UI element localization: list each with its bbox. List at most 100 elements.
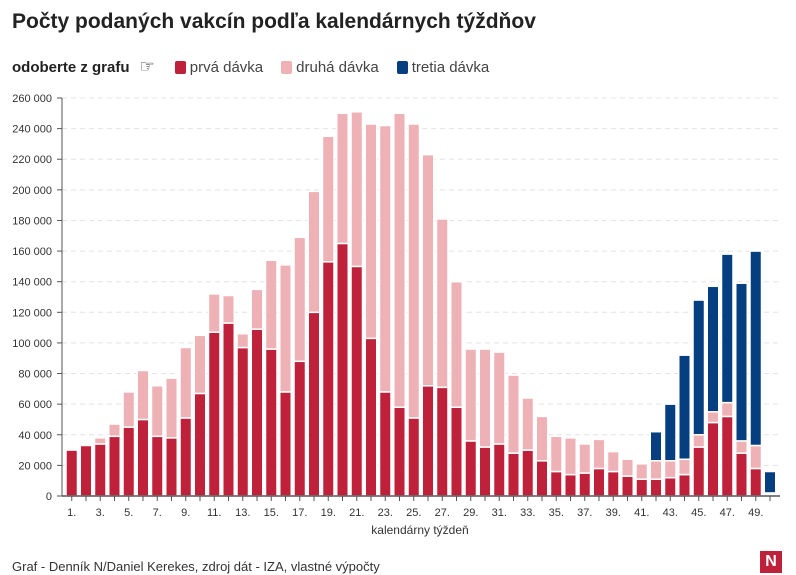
bar-prvá-dávka xyxy=(735,452,748,497)
bar-prvá-dávka xyxy=(122,426,136,497)
x-tick-label: 25. xyxy=(406,507,421,519)
x-tick-label: 21. xyxy=(349,507,364,519)
bar-druhá-dávka xyxy=(464,348,478,442)
bar-tretia-dávka xyxy=(706,285,720,413)
bar-druhá-dávka xyxy=(393,112,406,408)
bar-prvá-dávka xyxy=(293,360,307,497)
x-tick-label: 37. xyxy=(577,507,592,519)
x-tick-label: 47. xyxy=(720,507,735,519)
bar-prvá-dávka xyxy=(564,473,577,497)
bar-tretia-dávka xyxy=(663,403,677,462)
bar-prvá-dávka xyxy=(407,417,421,497)
bar-tretia-dávka xyxy=(763,470,777,494)
bar-druhá-dávka xyxy=(165,377,178,439)
bar-druhá-dávka xyxy=(293,236,307,363)
y-tick-label: 60 000 xyxy=(18,399,52,411)
bar-prvá-dávka xyxy=(207,331,221,497)
x-tick-label: 13. xyxy=(235,507,250,519)
bar-prvá-dávka xyxy=(492,443,506,497)
bar-tretia-dávka xyxy=(735,282,748,442)
bar-prvá-dávka xyxy=(378,391,392,497)
bar-druhá-dávka xyxy=(706,411,720,424)
y-tick-label: 180 000 xyxy=(12,215,52,227)
x-tick-label: 15. xyxy=(264,507,279,519)
bar-druhá-dávka xyxy=(364,123,378,340)
bar-prvá-dávka xyxy=(478,446,492,497)
x-tick-label: 31. xyxy=(492,507,507,519)
bar-prvá-dávka xyxy=(393,406,406,497)
bar-prvá-dávka xyxy=(108,435,121,497)
bar-prvá-dávka xyxy=(464,440,478,497)
x-axis-label: kalendárny týždeň xyxy=(371,523,468,537)
bar-prvá-dávka xyxy=(507,452,520,497)
y-tick-label: 240 000 xyxy=(12,124,52,136)
bar-prvá-dávka xyxy=(678,473,691,497)
y-tick-label: 140 000 xyxy=(12,277,52,289)
legend-item-second-dose[interactable]: druhá dávka xyxy=(281,59,379,76)
legend-item-third-dose[interactable]: tretia dávka xyxy=(396,58,490,76)
bar-prvá-dávka xyxy=(150,435,164,497)
y-tick-label: 260 000 xyxy=(12,93,52,105)
bar-prvá-dávka xyxy=(93,443,107,497)
bar-prvá-dávka xyxy=(578,472,592,497)
bar-druhá-dávka xyxy=(150,385,164,438)
bar-druhá-dávka xyxy=(93,437,107,445)
legend-swatch xyxy=(396,60,408,74)
bar-prvá-dávka xyxy=(635,478,649,497)
bar-druhá-dávka xyxy=(621,458,634,477)
bar-chart: 0 20 000 40 000 60 000 80 000 100 000 120 000 1… xyxy=(12,93,780,537)
bar-druhá-dávka xyxy=(678,458,691,476)
bar-prvá-dávka xyxy=(521,449,535,497)
x-tick-label: 27. xyxy=(435,507,450,519)
bar-prvá-dávka xyxy=(264,348,278,497)
bar-prvá-dávka xyxy=(549,470,563,497)
bar-tretia-dávka xyxy=(678,354,691,461)
bar-druhá-dávka xyxy=(108,423,121,438)
bar-prvá-dávka xyxy=(663,476,677,497)
bar-druhá-dávka xyxy=(435,218,449,389)
bar-tretia-dávka xyxy=(720,253,734,404)
bar-prvá-dávka xyxy=(336,242,349,497)
x-tick-label: 23. xyxy=(378,507,393,519)
bar-druhá-dávka xyxy=(179,346,193,419)
bar-druhá-dávka xyxy=(336,112,349,245)
legend-label: tretia dávka xyxy=(411,58,490,76)
legend-swatch xyxy=(174,60,186,74)
bar-druhá-dávka xyxy=(250,288,264,330)
bar-druhá-dávka xyxy=(236,332,250,349)
bar-druhá-dávka xyxy=(450,280,463,408)
bar-prvá-dávka xyxy=(535,460,549,497)
x-tick-label: 1. xyxy=(67,507,76,519)
bar-druhá-dávka xyxy=(535,415,549,462)
x-tick-label: 39. xyxy=(606,507,621,519)
bar-druhá-dávka xyxy=(578,443,592,474)
y-tick-label: 120 000 xyxy=(12,307,52,319)
bar-prvá-dávka xyxy=(65,449,79,497)
bar-prvá-dávka xyxy=(692,446,706,497)
bar-prvá-dávka xyxy=(621,475,634,497)
bar-druhá-dávka xyxy=(207,293,221,333)
bar-druhá-dávka xyxy=(407,123,421,419)
x-tick-label: 29. xyxy=(463,507,478,519)
bar-druhá-dávka xyxy=(321,135,335,263)
bar-druhá-dávka xyxy=(564,437,577,476)
bar-prvá-dávka xyxy=(279,391,292,497)
bar-prvá-dávka xyxy=(706,421,720,497)
x-tick-label: 49. xyxy=(748,507,763,519)
bar-druhá-dávka xyxy=(279,264,292,393)
bar-prvá-dávka xyxy=(179,417,193,497)
bar-prvá-dávka xyxy=(79,444,93,497)
bar-prvá-dávka xyxy=(592,467,606,497)
bar-prvá-dávka xyxy=(307,311,321,497)
bar-prvá-dávka xyxy=(222,322,235,497)
legend-item-first-dose[interactable]: prvá dávka xyxy=(174,59,263,76)
bar-druhá-dávka xyxy=(193,334,207,395)
bar-prvá-dávka xyxy=(749,467,763,497)
bar-druhá-dávka xyxy=(749,444,763,470)
bar-prvá-dávka xyxy=(720,415,734,497)
bar-prvá-dávka xyxy=(321,261,335,497)
bar-prvá-dávka xyxy=(193,392,207,497)
bar-prvá-dávka xyxy=(450,406,463,497)
y-tick-label: 160 000 xyxy=(12,246,52,258)
bar-druhá-dávka xyxy=(307,190,321,314)
